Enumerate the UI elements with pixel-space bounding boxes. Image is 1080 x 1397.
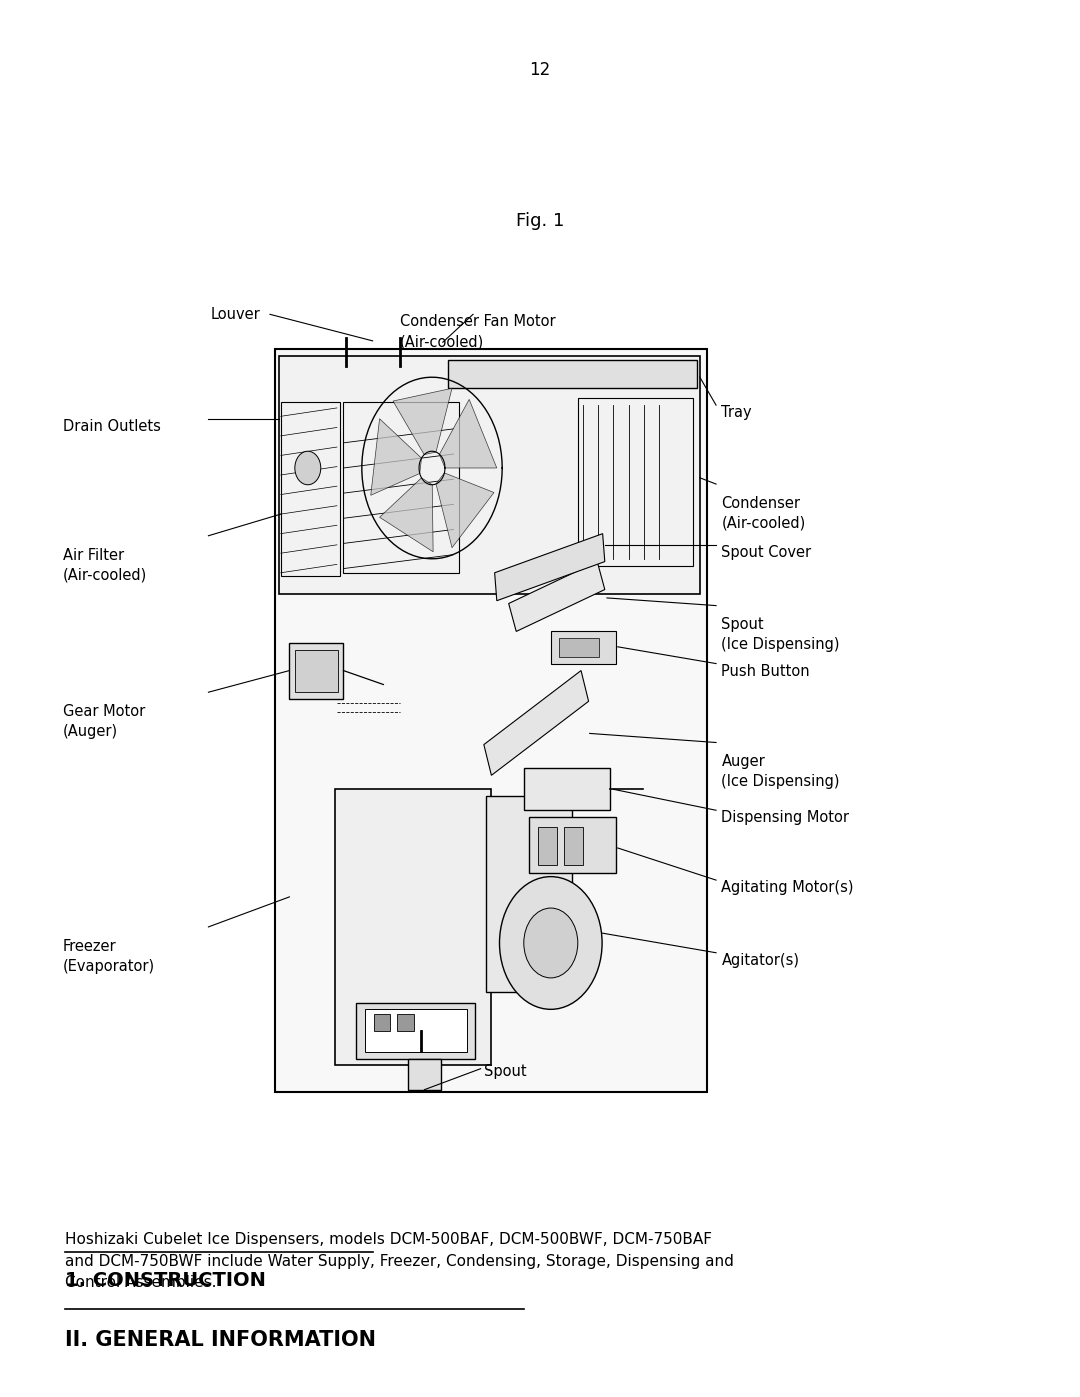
Bar [335,789,491,1065]
Bar [397,1014,414,1031]
Text: Tray: Tray [721,405,752,420]
Text: 1. CONSTRUCTION: 1. CONSTRUCTION [65,1271,266,1291]
Bar [365,1009,467,1052]
Bar [279,356,700,594]
Polygon shape [509,562,605,631]
Bar [281,402,340,576]
Bar [486,796,572,992]
Bar [529,817,616,873]
Polygon shape [393,388,453,454]
Text: Gear Motor
(Auger): Gear Motor (Auger) [63,704,145,739]
Bar [408,1059,441,1090]
Bar [551,631,616,664]
Polygon shape [436,474,494,548]
Text: Condenser Fan Motor
(Air-cooled): Condenser Fan Motor (Air-cooled) [400,314,555,349]
Bar [295,650,338,692]
Text: Spout
(Ice Dispensing): Spout (Ice Dispensing) [721,617,840,652]
Polygon shape [379,478,433,552]
Text: Spout: Spout [484,1065,526,1078]
Polygon shape [495,534,605,601]
Ellipse shape [499,877,602,1009]
Text: Agitator(s): Agitator(s) [721,953,799,968]
Text: Spout Cover: Spout Cover [721,545,811,560]
Polygon shape [440,400,497,468]
Bar [275,349,707,1092]
Ellipse shape [524,908,578,978]
Bar [356,1003,475,1059]
Text: Agitating Motor(s): Agitating Motor(s) [721,880,854,895]
Text: Dispensing Motor: Dispensing Motor [721,810,850,826]
Text: II. GENERAL INFORMATION: II. GENERAL INFORMATION [65,1330,376,1350]
Text: Push Button: Push Button [721,664,810,679]
Text: Air Filter
(Air-cooled): Air Filter (Air-cooled) [63,548,147,583]
Bar [289,643,343,698]
Bar [343,402,459,573]
Bar [578,398,693,566]
Bar [524,768,610,810]
Text: Louver: Louver [211,307,260,321]
Polygon shape [370,419,421,496]
Text: Drain Outlets: Drain Outlets [63,419,161,434]
Bar [559,638,599,657]
Text: Fig. 1: Fig. 1 [516,212,564,229]
Bar [448,360,697,388]
Text: Freezer
(Evaporator): Freezer (Evaporator) [63,939,154,974]
Bar [374,1014,390,1031]
Polygon shape [484,671,589,775]
Circle shape [295,451,321,485]
Bar [564,827,583,865]
Text: Condenser
(Air-cooled): Condenser (Air-cooled) [721,496,806,531]
Text: 12: 12 [529,61,551,78]
Bar [538,827,557,865]
Text: Auger
(Ice Dispensing): Auger (Ice Dispensing) [721,754,840,789]
Text: Hoshizaki Cubelet Ice Dispensers, models DCM-500BAF, DCM-500BWF, DCM-750BAF
and : Hoshizaki Cubelet Ice Dispensers, models… [65,1232,733,1291]
